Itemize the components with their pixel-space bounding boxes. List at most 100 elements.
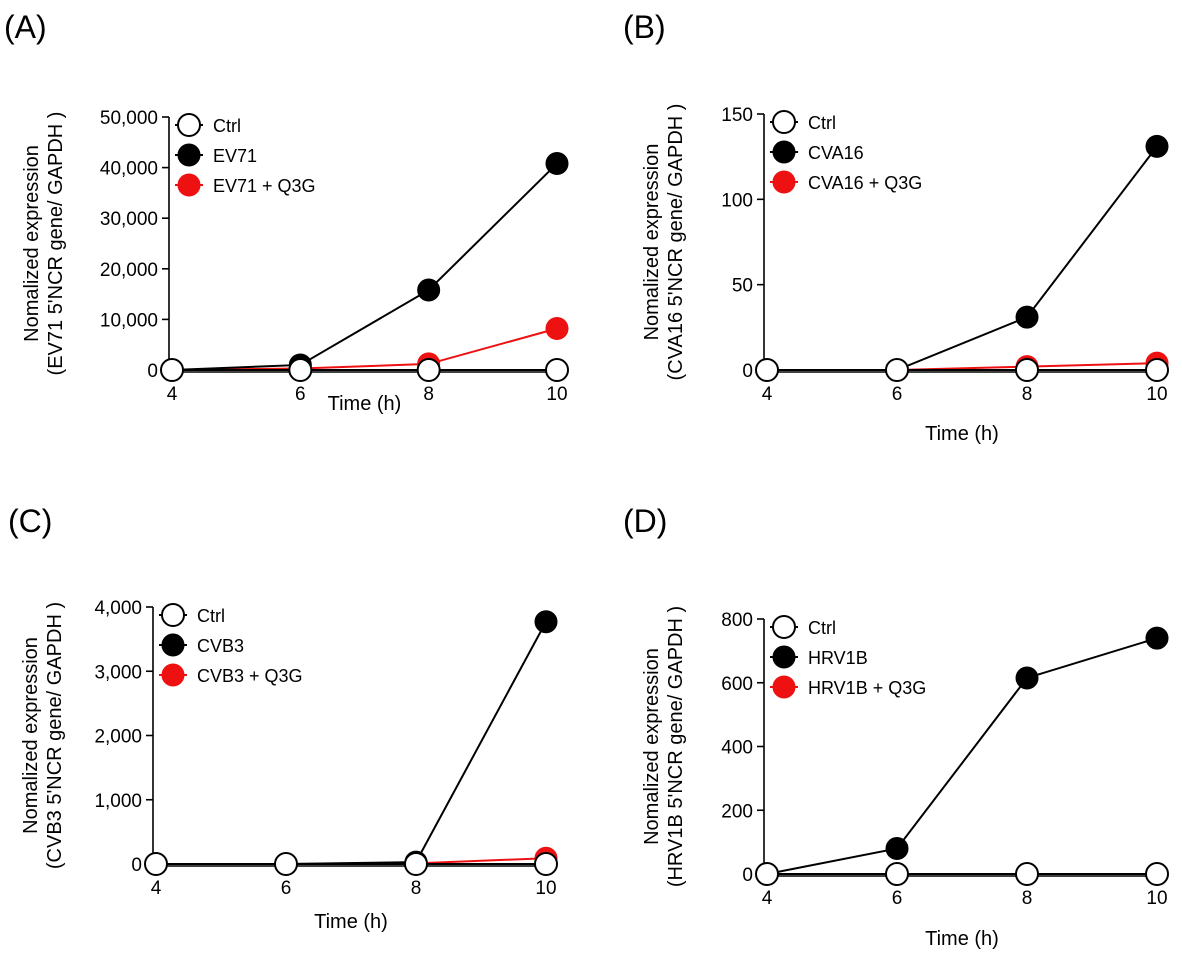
series-line-1	[171, 162, 558, 371]
panel-label: (D)	[623, 503, 667, 539]
data-point	[1145, 358, 1169, 382]
legend-entry: Ctrl	[213, 116, 241, 136]
legend-marker	[772, 615, 796, 639]
x-tick-label: 4	[151, 878, 162, 899]
y-tick-label: 2,000	[94, 727, 142, 748]
y-tick-label: 0	[147, 361, 158, 382]
legend-entry: HRV1B	[808, 648, 868, 668]
x-tick-label: 4	[762, 384, 773, 405]
y-tick-label: 10,000	[100, 310, 158, 331]
chart-panel-a: (A) 0 10,000 20,000 30,000 40,000 50,000 4 6 8 10 T…	[4, 9, 569, 415]
x-tick-label: 6	[892, 384, 903, 405]
legend-entry: CVA16	[808, 143, 864, 163]
legend-entry: Ctrl	[197, 606, 225, 626]
y-axis-title-line1: Nomalized expression	[641, 144, 663, 341]
x-axis-title: Time (h)	[925, 928, 999, 950]
data-point	[755, 358, 779, 382]
x-tick-label: 8	[423, 384, 434, 405]
x-tick-label: 6	[281, 878, 292, 899]
data-point	[144, 852, 168, 876]
legend-entry: EV71	[213, 146, 257, 166]
data-point	[1145, 862, 1169, 886]
y-axis-title-line1: Nomalized expression	[641, 648, 663, 845]
data-point	[545, 152, 569, 176]
y-tick-label: 0	[742, 361, 753, 382]
panel-label: (C)	[8, 503, 52, 539]
data-point	[1015, 305, 1039, 329]
legend-entry: CVA16 + Q3G	[808, 173, 922, 193]
data-point	[534, 610, 558, 634]
data-point	[288, 358, 313, 382]
y-tick-label: 30,000	[100, 209, 158, 230]
legend-marker	[161, 663, 185, 687]
y-tick-label: 600	[721, 674, 753, 695]
y-axis-title-line1: Nomalized expression	[21, 145, 43, 342]
y-tick-label: 40,000	[100, 159, 158, 180]
y-axis-title-line2: (CVA16 5'NCR gene/ GAPDH )	[665, 104, 687, 381]
legend-marker	[772, 645, 796, 669]
y-tick-label: 0	[742, 865, 753, 886]
y-tick-label: 4,000	[94, 598, 142, 619]
x-tick-label: 10	[535, 878, 556, 899]
legend-marker	[177, 113, 201, 137]
legend-marker	[772, 110, 796, 134]
data-point	[1145, 134, 1169, 158]
x-axis-title: Time (h)	[925, 423, 999, 445]
x-axis-title: Time (h)	[328, 393, 402, 415]
legend-marker	[177, 143, 201, 167]
x-axis-title: Time (h)	[314, 911, 388, 933]
data-point	[160, 358, 184, 382]
series-line-1	[766, 637, 1158, 875]
x-tick-label: 4	[167, 384, 178, 405]
legend-entry: CVB3	[197, 636, 244, 656]
data-point	[1015, 862, 1039, 886]
y-axis-title-line2: (HRV1B 5'NCR gene/ GAPDH )	[665, 606, 687, 887]
data-point	[1015, 358, 1039, 382]
y-tick-label: 200	[721, 801, 753, 822]
y-axis-title-line1: Nomalized expression	[20, 637, 42, 834]
y-tick-label: 50	[732, 276, 753, 297]
legend-entry: HRV1B + Q3G	[808, 678, 926, 698]
data-point	[885, 862, 909, 886]
data-point	[885, 358, 909, 382]
y-tick-label: 150	[721, 105, 753, 126]
data-point	[416, 358, 441, 382]
panel-label: (B)	[623, 9, 666, 45]
data-point	[1015, 666, 1039, 690]
x-tick-label: 6	[295, 384, 306, 405]
legend-marker	[161, 603, 185, 627]
data-point	[755, 862, 779, 886]
legend-marker	[177, 173, 201, 197]
data-point	[274, 852, 298, 876]
legend-entry: Ctrl	[808, 113, 836, 133]
x-tick-label: 10	[1146, 888, 1167, 909]
y-tick-label: 100	[721, 190, 753, 211]
series-line-2	[767, 362, 1158, 371]
series-line-2	[171, 327, 558, 371]
legend-entry: Ctrl	[808, 618, 836, 638]
y-axis-title-line2: (EV71 5'NCR gene/ GAPDH )	[45, 112, 67, 376]
legend-marker	[772, 170, 796, 194]
legend-entry: CVB3 + Q3G	[197, 666, 303, 686]
y-tick-label: 400	[721, 738, 753, 759]
x-tick-label: 6	[892, 888, 903, 909]
y-axis-title-line2: (CVB3 5'NCR gene/ GAPDH )	[44, 602, 66, 869]
legend-marker	[161, 633, 185, 657]
y-tick-label: 800	[721, 610, 753, 631]
series-line-1	[156, 621, 547, 865]
chart-panel-c: (C) 0 1,000 2,000 3,000 4,000 4 6 8 10 Time (h) Nom…	[8, 503, 558, 933]
legend-entry: EV71 + Q3G	[213, 176, 316, 196]
data-point	[1145, 626, 1169, 650]
panel-label: (A)	[4, 9, 47, 45]
data-point	[404, 852, 428, 876]
y-tick-label: 0	[131, 855, 142, 876]
data-point	[545, 358, 569, 382]
legend-marker	[772, 675, 796, 699]
y-tick-label: 20,000	[100, 260, 158, 281]
y-tick-label: 1,000	[94, 791, 142, 812]
legend-marker	[772, 140, 796, 164]
y-tick-label: 3,000	[94, 662, 142, 683]
chart-panel-b: (B) 0 50 100 150 4 6 8 10 Time (h) Nomalized expre…	[623, 9, 1169, 445]
chart-panel-d: (D) 0 200 400 600 800 4 6 8 10 Time (h) Nomalized e…	[623, 503, 1169, 950]
